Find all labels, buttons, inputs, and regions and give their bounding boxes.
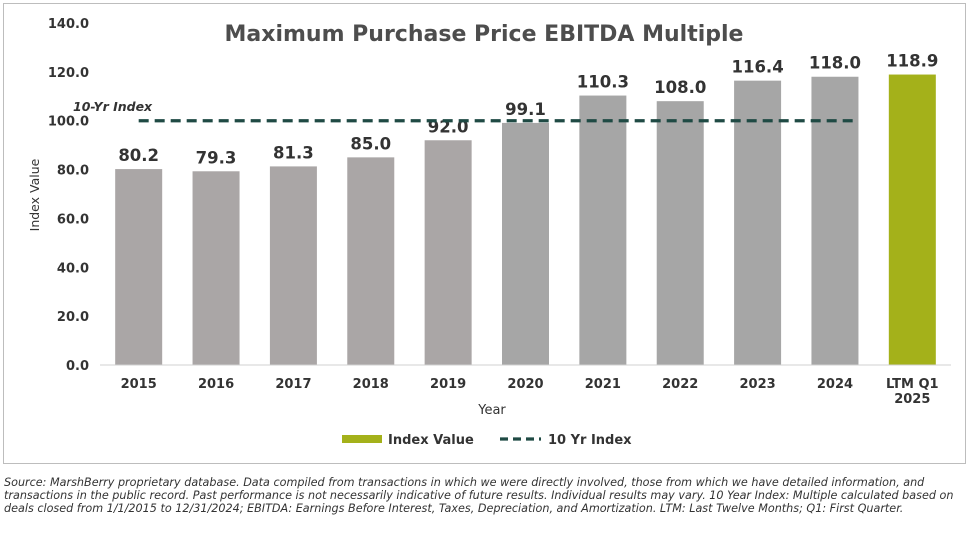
y-axis: 0.0 20.0 40.0 60.0 80.0 100.0 120.0 140.0 [48,17,89,374]
x-axis: 2015 2016 2017 2018 2019 2020 2021 2022 2023 2024… [121,377,939,407]
source-note: Source: MarshBerry proprietary database.… [4,476,954,515]
y-tick-label: 40.0 [57,261,89,276]
y-tick-label: 100.0 [48,115,89,130]
bar-value-label: 92.0 [428,117,469,136]
x-axis-title: Year [477,403,506,418]
x-tick-label: 2018 [353,377,389,392]
bars [115,74,936,366]
bar-labels: 80.2 79.3 81.3 85.0 92.0 99.1 110.3 108.0 116.4 1… [118,52,938,168]
x-tick-label: 2017 [275,377,311,392]
bar [115,169,163,365]
x-tick-label: 2016 [198,377,234,392]
bar-value-label: 118.0 [809,54,861,73]
bar-value-label: 116.4 [731,58,783,77]
chart-frame [3,3,966,464]
bar [734,80,782,365]
bar-value-label: 108.0 [654,78,706,97]
x-tick-label: 2020 [507,377,543,392]
bar-value-label: 118.9 [886,52,938,71]
bar [347,157,395,365]
x-tick-label: 2019 [430,377,466,392]
y-tick-label: 60.0 [57,212,89,227]
x-tick-label: 2022 [662,377,698,392]
bar [269,166,317,365]
x-tick-label: 2015 [121,377,157,392]
x-tick-label: 2023 [739,377,775,392]
legend-label-index-value: Index Value [388,433,474,448]
bar [811,76,859,365]
x-tick-label: LTM Q1 2025 [886,377,939,407]
y-tick-label: 20.0 [57,310,89,325]
x-tick-label: 2021 [585,377,621,392]
bar [656,101,704,366]
y-tick-label: 0.0 [66,359,89,374]
legend-label-ten-year-index: 10 Yr Index [548,433,632,448]
bar [502,122,549,365]
bar [424,140,472,365]
legend-swatch-index-value [342,435,382,443]
bar-value-label: 99.1 [505,100,546,119]
y-tick-label: 140.0 [48,17,89,32]
bar-value-label: 85.0 [350,134,391,153]
bar-value-label: 80.2 [118,146,159,165]
chart-title: Maximum Purchase Price EBITDA Multiple [225,22,744,47]
bar-value-label: 110.3 [577,73,629,92]
ten-year-index-annotation: 10-Yr Index [73,99,153,114]
chart: Maximum Purchase Price EBITDA Multiple I… [27,17,951,448]
x-tick-label: 2024 [817,377,853,392]
bar-value-label: 79.3 [196,148,237,167]
y-tick-label: 80.0 [57,164,89,179]
y-tick-label: 120.0 [48,66,89,81]
legend: Index Value 10 Yr Index [342,433,632,448]
bar [579,95,627,365]
bar [888,74,936,366]
bar-value-label: 81.3 [273,143,314,162]
bar [192,171,240,365]
y-axis-title: Index Value [27,158,42,231]
